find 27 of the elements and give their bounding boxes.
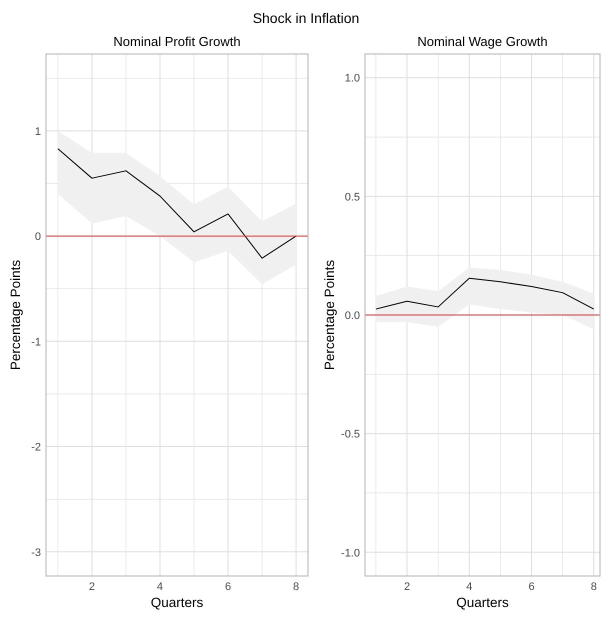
y-tick-label: 1 (34, 126, 41, 138)
chart-title: Nominal Wage Growth (417, 34, 548, 49)
x-axis-title: Quarters (456, 595, 509, 610)
x-tick-label: 4 (466, 581, 472, 593)
y-tick-label: 0 (34, 231, 41, 244)
y-tick-label: 0.0 (344, 310, 360, 322)
y-tick-label: 0.5 (344, 191, 360, 204)
y-tick-label: -1 (31, 336, 41, 348)
x-tick-label: 8 (293, 581, 300, 593)
x-tick-label: 6 (528, 581, 535, 593)
y-tick-label: -2 (31, 442, 41, 454)
y-tick-label: 1.0 (344, 72, 360, 85)
x-tick-label: 6 (224, 581, 232, 593)
line-series (57, 148, 297, 259)
y-tick-label: -1.0 (341, 547, 360, 560)
x-tick-label: 2 (404, 581, 410, 593)
x-tick-label: 8 (590, 581, 597, 593)
y-axis-title: Percentage Points (322, 260, 337, 370)
y-tick-label: -3 (31, 546, 41, 559)
y-axis-title: Percentage Points (8, 260, 23, 370)
chart-title: Nominal Profit Growth (113, 34, 241, 49)
x-axis-title: Quarters (150, 595, 204, 610)
text: Shock in Inflation (252, 10, 360, 26)
x-tick-label: 2 (88, 581, 95, 593)
y-tick-label: -0.5 (341, 428, 360, 441)
line-series (375, 278, 594, 310)
x-tick-label: 4 (156, 581, 164, 593)
